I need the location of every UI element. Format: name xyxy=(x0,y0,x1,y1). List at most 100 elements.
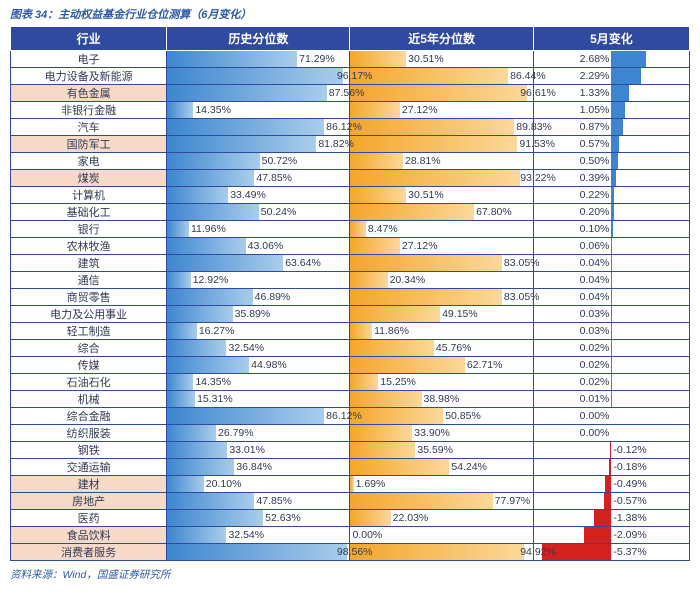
industry-cell: 综合 xyxy=(11,340,167,357)
table-row: 计算机 33.49% 30.51% 0.22% xyxy=(11,187,690,204)
hist-cell: 16.27% xyxy=(167,323,350,340)
change-label: 0.22% xyxy=(580,189,610,201)
hist-cell: 14.35% xyxy=(167,374,350,391)
five-label: 83.05% xyxy=(504,257,540,269)
five-cell: 1.69% xyxy=(350,476,533,493)
hist-cell: 47.85% xyxy=(167,170,350,187)
five-cell: 77.97% xyxy=(350,493,533,510)
hist-cell: 12.92% xyxy=(167,272,350,289)
change-cell: 0.87% xyxy=(533,119,689,136)
five-label: 49.15% xyxy=(442,308,478,320)
table-row: 有色金属87.56%96.61%1.33% xyxy=(11,85,690,102)
change-label: 0.87% xyxy=(580,121,610,133)
change-label: 0.06% xyxy=(580,240,610,252)
five-label: 67.80% xyxy=(476,206,512,218)
change-label: 0.01% xyxy=(580,393,610,405)
five-label: 15.25% xyxy=(380,376,416,388)
five-label: 20.34% xyxy=(390,274,426,286)
table-row: 建材20.10%1.69%-0.49% xyxy=(11,476,690,493)
change-cell: 2.29% xyxy=(533,68,689,85)
five-label: 28.81% xyxy=(405,155,441,167)
five-cell: 45.76% xyxy=(350,340,533,357)
change-cell: 1.33% xyxy=(533,85,689,102)
change-label: -0.12% xyxy=(613,444,646,456)
change-label: 0.20% xyxy=(580,206,610,218)
five-label: 54.24% xyxy=(451,461,487,473)
hist-cell: 96.17% xyxy=(167,68,350,85)
chart-title: 图表 34：主动权益基金行业仓位测算（6月变化） xyxy=(10,6,690,22)
change-label: 0.03% xyxy=(580,308,610,320)
five-label: 30.51% xyxy=(408,189,444,201)
industry-cell: 食品饮料 xyxy=(11,527,167,544)
hist-label: 32.54% xyxy=(228,529,264,541)
five-cell: 27.12% xyxy=(350,238,533,255)
change-cell: -0.18% xyxy=(533,459,689,476)
hist-cell: 46.89% xyxy=(167,289,350,306)
table-row: 农林牧渔43.06%27.12%0.06% xyxy=(11,238,690,255)
hist-cell: 52.63% xyxy=(167,510,350,527)
five-label: 96.61% xyxy=(520,87,556,99)
hist-cell: 47.85% xyxy=(167,493,350,510)
industry-cell: 建筑 xyxy=(11,255,167,272)
change-label: 0.39% xyxy=(580,172,610,184)
hist-cell: 15.31% xyxy=(167,391,350,408)
hist-label: 98.56% xyxy=(337,546,373,558)
table-row: 石油石化14.35%15.25%0.02% xyxy=(11,374,690,391)
industry-cell: 交通运输 xyxy=(11,459,167,476)
hist-cell: 14.35% xyxy=(167,102,350,119)
hist-label: 46.89% xyxy=(255,291,291,303)
hist-label: 44.98% xyxy=(251,359,287,371)
hist-cell: 32.54% xyxy=(167,527,350,544)
hist-cell: 86.12% xyxy=(167,408,350,425)
change-label: 0.50% xyxy=(580,155,610,167)
hist-cell: 43.06% xyxy=(167,238,350,255)
change-label: -0.57% xyxy=(613,495,646,507)
hist-label: 33.49% xyxy=(230,189,266,201)
change-cell: -1.38% xyxy=(533,510,689,527)
hist-cell: 86.12% xyxy=(167,119,350,136)
table-row: 医药52.63%22.03%-1.38% xyxy=(11,510,690,527)
hist-cell: 20.10% xyxy=(167,476,350,493)
col-hist: 历史分位数 xyxy=(167,27,350,51)
five-cell: 54.24% xyxy=(350,459,533,476)
industry-cell: 煤炭 xyxy=(11,170,167,187)
hist-label: 71.29% xyxy=(299,53,335,65)
hist-label: 36.84% xyxy=(236,461,272,473)
industry-cell: 汽车 xyxy=(11,119,167,136)
change-label: 0.02% xyxy=(580,376,610,388)
five-label: 0.00% xyxy=(352,529,382,541)
five-cell: 35.59% xyxy=(350,442,533,459)
industry-cell: 商贸零售 xyxy=(11,289,167,306)
change-label: 1.05% xyxy=(580,104,610,116)
five-label: 33.90% xyxy=(414,427,450,439)
industry-cell: 纺织服装 xyxy=(11,425,167,442)
hist-cell: 26.79% xyxy=(167,425,350,442)
five-label: 50.85% xyxy=(445,410,481,422)
table-row: 汽车86.12%89.83%0.87% xyxy=(11,119,690,136)
hist-cell: 32.54% xyxy=(167,340,350,357)
change-cell: -0.49% xyxy=(533,476,689,493)
five-label: 30.51% xyxy=(408,53,444,65)
col-change: 5月变化 xyxy=(533,27,689,51)
table-row: 食品饮料32.54%0.00%-2.09% xyxy=(11,527,690,544)
five-cell: 86.44% xyxy=(350,68,533,85)
change-label: 0.02% xyxy=(580,359,610,371)
industry-cell: 综合金融 xyxy=(11,408,167,425)
industry-cell: 机械 xyxy=(11,391,167,408)
table-row: 建筑63.64%83.05%0.04% xyxy=(11,255,690,272)
industry-cell: 房地产 xyxy=(11,493,167,510)
table-row: 电子71.29%30.51%2.68% xyxy=(11,51,690,68)
industry-cell: 计算机 xyxy=(11,187,167,204)
hist-cell: 36.84% xyxy=(167,459,350,476)
hist-cell: 98.56% xyxy=(167,544,350,561)
change-cell: -0.57% xyxy=(533,493,689,510)
change-cell: -0.12% xyxy=(533,442,689,459)
change-label: -1.38% xyxy=(613,512,646,524)
change-cell: 0.02% xyxy=(533,374,689,391)
hist-cell: 44.98% xyxy=(167,357,350,374)
table-row: 非银行金融14.35%27.12%1.05% xyxy=(11,102,690,119)
industry-cell: 传媒 xyxy=(11,357,167,374)
five-cell: 96.61% xyxy=(350,85,533,102)
hist-label: 47.85% xyxy=(256,172,292,184)
change-label: 0.04% xyxy=(580,291,610,303)
